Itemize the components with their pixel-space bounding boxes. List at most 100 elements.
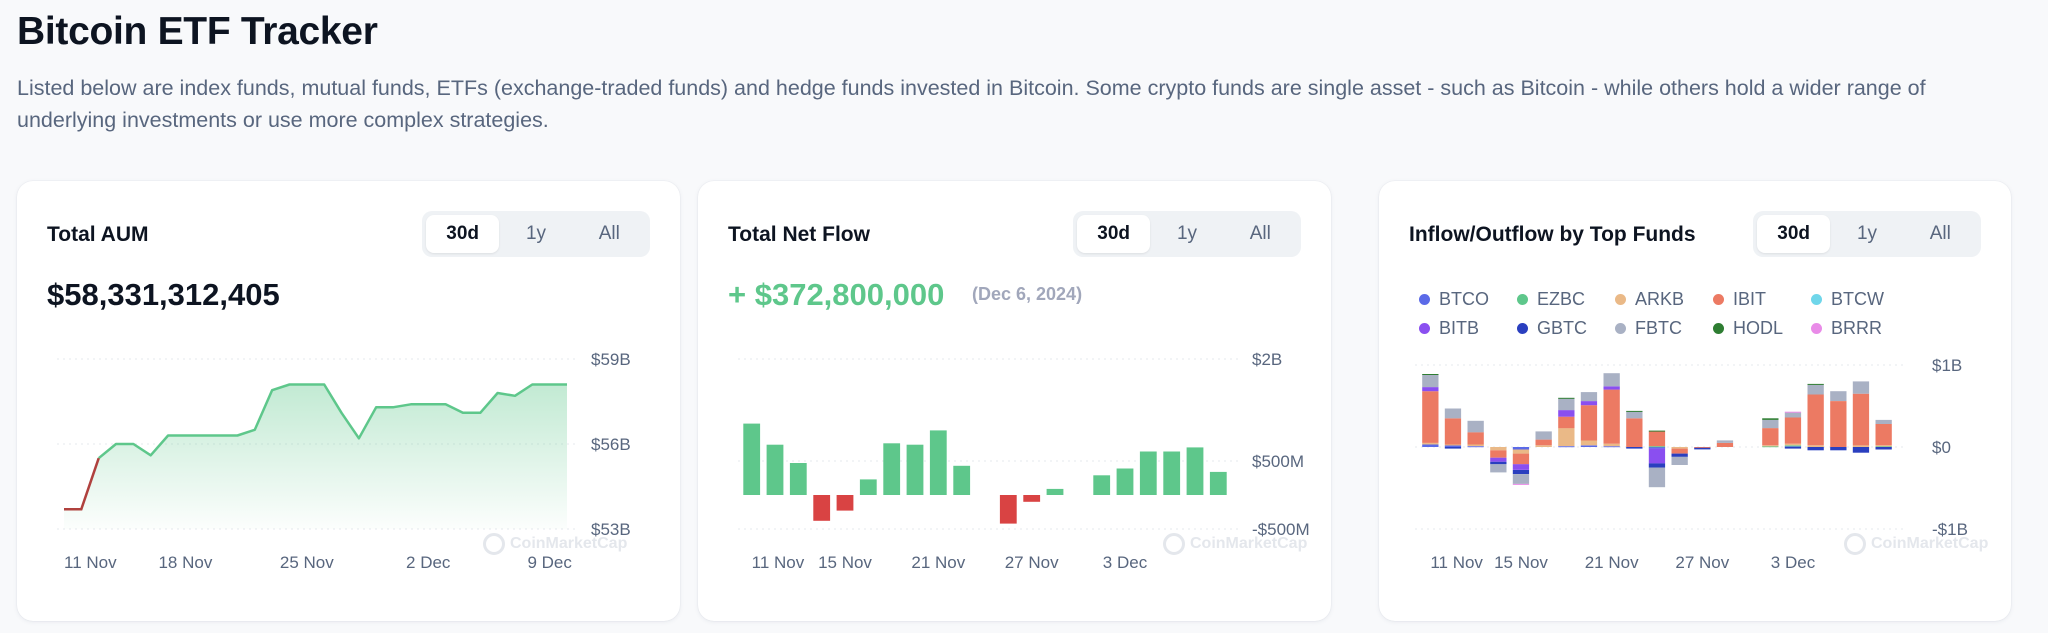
y-tick-label: -$1B <box>1932 520 1968 539</box>
net-flow-bar <box>883 443 901 495</box>
legend-item-hodl[interactable]: HODL <box>1713 317 1811 340</box>
fund-bar-segment-ibit <box>1852 393 1870 446</box>
fund-bar-segment-ezbc <box>1875 446 1892 448</box>
fund-bar-segment-gbtc <box>1784 447 1802 449</box>
fund-bar-segment-fbtc <box>1875 419 1892 424</box>
fund-bar-segment-arkb <box>1784 443 1802 446</box>
tab-30d[interactable]: 30d <box>426 215 500 253</box>
fund-bar-segment-btco <box>1580 445 1598 447</box>
legend-item-ezbc[interactable]: EZBC <box>1517 288 1615 311</box>
x-tick-label: 11 Nov <box>64 553 117 572</box>
fund-bar-segment-fbtc <box>1603 373 1620 387</box>
y-tick-label: $56B <box>591 435 631 454</box>
tab-30d[interactable]: 30d <box>1757 215 1831 253</box>
fund-bar-segment-arkb <box>1671 447 1688 449</box>
legend-item-fbtc[interactable]: FBTC <box>1615 317 1713 340</box>
watermark-text: CoinMarketCap <box>1871 535 1989 552</box>
fund-bar-segment-ibit <box>1558 416 1575 429</box>
fund-bar-segment-fbtc <box>1467 420 1484 433</box>
net-flow-bar <box>929 430 947 495</box>
timeframe-tabs: 30d 1y All <box>1073 211 1301 257</box>
legend-item-ibit[interactable]: IBIT <box>1713 288 1811 311</box>
fund-bar-segment-fbtc <box>1648 467 1666 488</box>
fund-bar-segment-ibit <box>1626 418 1643 447</box>
fund-bar-segment-fbtc <box>1807 384 1824 395</box>
card-title: Total Net Flow <box>728 223 870 246</box>
fund-bar-segment-ibit <box>1671 448 1688 454</box>
legend-dot-icon <box>1811 294 1822 305</box>
legend-item-bitb[interactable]: BITB <box>1419 317 1517 340</box>
legend-item-arkb[interactable]: ARKB <box>1615 288 1713 311</box>
legend-label: BTCO <box>1439 289 1490 309</box>
fund-bar-segment-ibit <box>1716 442 1734 447</box>
chart-legend: BTCO EZBC ARKB IBIT BTCW BITB GBTC FBTC HODL BRRR <box>1419 288 1909 340</box>
timeframe-tabs: 30d 1y All <box>1753 211 1981 257</box>
aum-area-fill <box>64 384 567 529</box>
tab-30d[interactable]: 30d <box>1077 215 1151 253</box>
tab-1y[interactable]: 1y <box>525 223 547 244</box>
tab-1y[interactable]: 1y <box>1856 223 1878 244</box>
legend-item-brrr[interactable]: BRRR <box>1811 317 1909 340</box>
total-aum-card: Total AUM 30d 1y All $58,331,312,405 $59… <box>17 181 680 621</box>
fund-bar-segment-ezbc <box>1784 445 1802 447</box>
fund-bar-segment-fbtc <box>1762 419 1779 429</box>
legend-item-gbtc[interactable]: GBTC <box>1517 317 1615 340</box>
total-net-flow-card: Total Net Flow 30d 1y All + $372,800,000… <box>698 181 1331 621</box>
fund-bar-segment-bitb <box>1580 401 1598 406</box>
fund-bar-segment-hodl <box>1626 410 1643 412</box>
fund-bar-segment-fbtc <box>1830 391 1847 401</box>
tab-all[interactable]: All <box>1929 223 1951 244</box>
fund-bar-segment-ibit <box>1603 389 1620 444</box>
legend-dot-icon <box>1615 323 1626 334</box>
fund-bar-segment-bitb <box>1648 448 1666 464</box>
fund-bar-segment-gbtc <box>1444 447 1462 449</box>
page-title: Bitcoin ETF Tracker <box>17 10 378 53</box>
fund-bar-segment-gbtc <box>1694 447 1711 450</box>
fund-bar-segment-fbtc <box>1535 431 1552 440</box>
net-flow-bar <box>1093 475 1111 495</box>
net-flow-bar <box>1186 447 1204 495</box>
legend-item-btco[interactable]: BTCO <box>1419 288 1517 311</box>
watermark: CoinMarketCap <box>483 533 627 555</box>
fund-bar-segment-btco <box>1558 446 1575 448</box>
aum-area-chart: $59B $56B $53B 11 Nov 18 Nov 25 Nov 2 Dec 9 Dec <box>57 350 631 572</box>
net-flow-bar <box>999 495 1017 524</box>
coinmarketcap-logo-icon <box>1163 533 1185 555</box>
fund-bar-segment-ibit <box>1535 439 1552 446</box>
net-flow-bar <box>766 444 784 495</box>
net-flow-bar <box>1023 495 1041 502</box>
fund-bar-segment-fbtc <box>1422 374 1439 388</box>
fund-bar-segment-ibit <box>1490 450 1507 458</box>
x-tick-label: 3 Dec <box>1103 553 1148 572</box>
fund-flows-stacked-bar-chart: $1B $0 -$1B 11 Nov 15 Nov 21 Nov 27 Nov 3 Dec <box>1415 356 1968 572</box>
tab-all[interactable]: All <box>1249 223 1271 244</box>
watermark: CoinMarketCap <box>1163 533 1307 555</box>
fund-bar-segment-ezbc <box>1648 446 1666 448</box>
legend-dot-icon <box>1419 294 1430 305</box>
x-tick-label: 21 Nov <box>911 553 965 572</box>
fund-bar-segment-bitb <box>1512 464 1530 470</box>
fund-flows-card: Inflow/Outflow by Top Funds 30d 1y All B… <box>1379 181 2011 621</box>
fund-bar-segment-arkb <box>1603 443 1620 447</box>
legend-dot-icon <box>1419 323 1430 334</box>
legend-item-btcw[interactable]: BTCW <box>1811 288 1909 311</box>
y-tick-label: $59B <box>591 350 631 369</box>
fund-bar-segment-hodl <box>1762 418 1779 420</box>
fund-bar-segment-fbtc <box>1852 381 1870 394</box>
fund-bar-segment-arkb <box>1535 445 1552 447</box>
legend-label: FBTC <box>1635 318 1682 338</box>
fund-bar-segment-bitb <box>1558 410 1575 417</box>
net-flow-bar <box>1139 451 1157 495</box>
x-tick-label: 11 Nov <box>1430 553 1483 572</box>
fund-bar-segment-arkb <box>1762 445 1779 447</box>
tab-1y[interactable]: 1y <box>1176 223 1198 244</box>
fund-bar-segment-arkb <box>1807 445 1824 447</box>
x-tick-label: 27 Nov <box>1005 553 1059 572</box>
fund-bar-segment-arkb <box>1512 449 1530 454</box>
fund-bar-segment-gbtc <box>1807 447 1824 451</box>
watermark-text: CoinMarketCap <box>1190 535 1308 552</box>
y-tick-label: $1B <box>1932 356 1962 375</box>
fund-bar-segment-fbtc <box>1580 392 1598 402</box>
fund-bar-segment-btco <box>1648 447 1666 449</box>
tab-all[interactable]: All <box>598 223 620 244</box>
